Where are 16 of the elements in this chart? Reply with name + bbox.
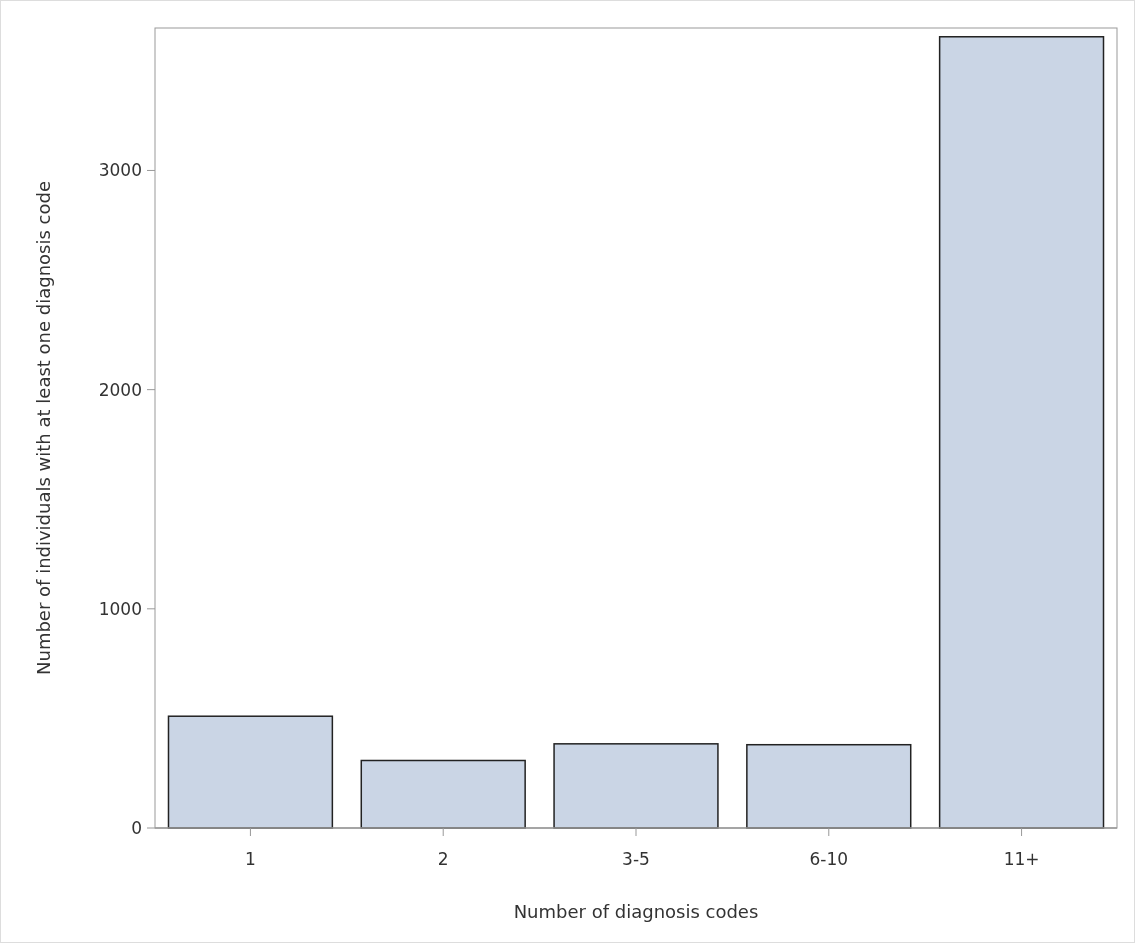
y-tick-label: 0 <box>131 817 142 838</box>
x-tick-label: 1 <box>245 849 256 869</box>
bar <box>746 743 912 829</box>
x-tick-label: 6-10 <box>809 849 849 869</box>
y-tick-label: 1000 <box>98 598 142 619</box>
y-axis-title: Number of individuals with at least one diagnosis code <box>33 181 54 675</box>
bar <box>938 36 1105 829</box>
bar <box>167 715 334 829</box>
x-tick-label: 2 <box>437 849 449 869</box>
x-tick-label: 3-5 <box>622 849 650 869</box>
y-tick-label: 3000 <box>98 160 142 181</box>
x-axis-title: Number of diagnosis codes <box>513 901 759 922</box>
x-tick-label: 11+ <box>1003 849 1040 869</box>
y-tick-label: 2000 <box>98 379 142 400</box>
bar <box>360 759 526 829</box>
bar <box>553 743 719 829</box>
